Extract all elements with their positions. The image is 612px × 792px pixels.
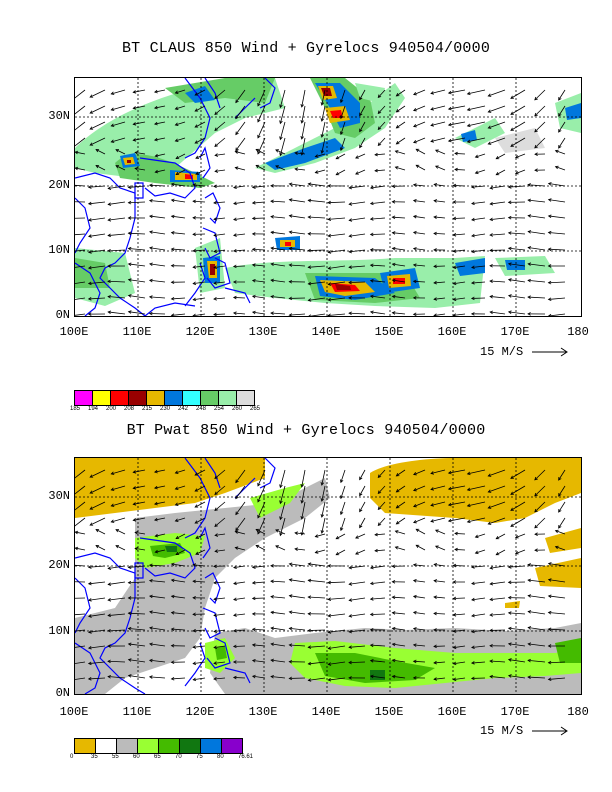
colorbar-swatch (179, 738, 201, 754)
colorbar-label: 75 (196, 754, 203, 760)
colorbar-swatch (74, 738, 96, 754)
colorbar-label: 76.61 (238, 754, 254, 760)
colorbar-label: 265 (250, 406, 261, 412)
panel2-lon-180: 180 (567, 705, 589, 719)
colorbar-swatch (164, 390, 183, 406)
panel1-lon-140e: 140E (311, 325, 341, 339)
panel1-lat-30n: 30N (48, 109, 70, 123)
colorbar-swatch (236, 390, 255, 406)
panel2-lon-170e: 170E (500, 705, 530, 719)
panel2-lon-160e: 160E (437, 705, 467, 719)
panel2-map-canvas (75, 458, 581, 694)
panel1-colorbar: 185 194 200 208 215 230 242 248 254 260 265 (70, 390, 294, 420)
panel2-lon-150e: 150E (374, 705, 404, 719)
wind-vectors (75, 469, 566, 682)
coastlines (75, 458, 276, 694)
panel1-lon-110e: 110E (122, 325, 152, 339)
panel1-lat-10n: 10N (48, 243, 70, 257)
panel1-map (74, 77, 582, 317)
panel2-lat-30n: 30N (48, 489, 70, 503)
colorbar-label: 70 (175, 754, 182, 760)
colorbar-label: 254 (214, 406, 225, 412)
colorbar-label: 185 (70, 406, 81, 412)
panel2-lon-120e: 120E (185, 705, 215, 719)
colorbar-swatch (95, 738, 117, 754)
panel2-lat-0n: 0N (55, 686, 70, 700)
colorbar-label: 200 (106, 406, 117, 412)
panel1-lon-180: 180 (567, 325, 589, 339)
panel1-lon-120e: 120E (185, 325, 215, 339)
panel2-scale-text: 15 M/S (480, 724, 524, 738)
panel1-lat-0n: 0N (55, 308, 70, 322)
colorbar-swatch (92, 390, 111, 406)
panel2-title: BT Pwat 850 Wind + Gyrelocs 940504/0000 (126, 422, 486, 439)
colorbar-swatch (74, 390, 93, 406)
panel1-lat-20n: 20N (48, 178, 70, 192)
panel1-title: BT CLAUS 850 Wind + Gyrelocs 940504/0000 (121, 40, 491, 57)
panel2-colorbar: 0 35 55 60 65 70 75 80 76.61 (70, 738, 274, 768)
panel2-lat-10n: 10N (48, 624, 70, 638)
panel1-lon-150e: 150E (374, 325, 404, 339)
panel1-map-canvas (75, 78, 581, 316)
panel2-lon-100e: 100E (59, 705, 89, 719)
colorbar-label: 248 (196, 406, 207, 412)
scale-arrow-icon (532, 726, 569, 736)
panel1-scale-label: 15 M/S (480, 345, 570, 359)
colorbar-swatch (110, 390, 129, 406)
panel2-scale-label: 15 M/S (480, 724, 570, 738)
colorbar-swatch (200, 390, 219, 406)
colorbar-label: 65 (154, 754, 161, 760)
colorbar-swatch (221, 738, 243, 754)
colorbar-swatch (116, 738, 138, 754)
panel1-lon-160e: 160E (437, 325, 467, 339)
colorbar-label: 55 (112, 754, 119, 760)
colorbar-label: 0 (70, 754, 74, 760)
colorbar-swatch (146, 390, 165, 406)
colorbar-swatch (158, 738, 180, 754)
colorbar-label: 60 (133, 754, 140, 760)
colorbar-label: 242 (178, 406, 189, 412)
panel1-lon-130e: 130E (248, 325, 278, 339)
colorbar-label: 194 (88, 406, 99, 412)
panel2-lat-20n: 20N (48, 558, 70, 572)
colorbar-swatch (128, 390, 147, 406)
panel2-lon-110e: 110E (122, 705, 152, 719)
colorbar-label: 230 (160, 406, 171, 412)
colorbar-label: 35 (91, 754, 98, 760)
panel1-scale-text: 15 M/S (480, 345, 524, 359)
panel2-lon-140e: 140E (311, 705, 341, 719)
pwat-shading (75, 458, 581, 694)
panel1-lon-100e: 100E (59, 325, 89, 339)
colorbar-swatch (182, 390, 201, 406)
wind-vectors (75, 89, 566, 316)
colorbar-label: 80 (217, 754, 224, 760)
colorbar-swatch (218, 390, 237, 406)
colorbar-label: 208 (124, 406, 135, 412)
colorbar-label: 260 (232, 406, 243, 412)
scale-arrow-icon (532, 347, 569, 357)
colorbar-label: 215 (142, 406, 153, 412)
colorbar-swatch (200, 738, 222, 754)
colorbar-swatch (137, 738, 159, 754)
panel2-map (74, 457, 582, 695)
panel1-lon-170e: 170E (500, 325, 530, 339)
panel2-lon-130e: 130E (248, 705, 278, 719)
